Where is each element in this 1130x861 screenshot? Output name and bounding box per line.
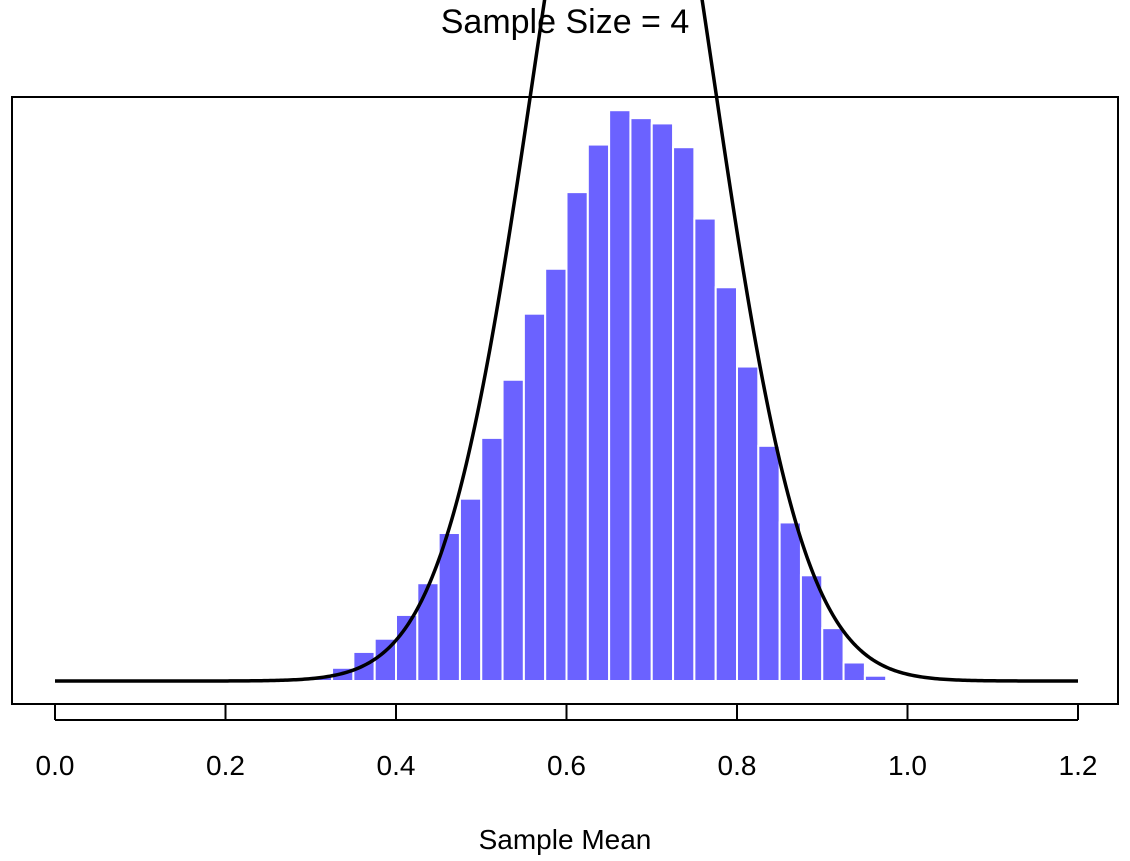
x-tick-label: 0.4 <box>377 750 416 781</box>
histogram-bar <box>736 365 760 682</box>
histogram-bar <box>821 627 845 682</box>
x-tick-label: 0.0 <box>36 750 75 781</box>
histogram-bar <box>672 146 696 683</box>
x-axis-label: Sample Mean <box>479 824 652 855</box>
histogram-bar <box>522 312 547 682</box>
histogram-bar <box>757 444 781 682</box>
histogram-bar <box>778 521 802 682</box>
histogram-bar <box>586 143 611 682</box>
histogram-bar <box>714 286 738 682</box>
histogram-bar <box>544 267 568 682</box>
x-tick-label: 1.2 <box>1059 750 1098 781</box>
histogram-bar <box>565 191 589 682</box>
x-tick-label: 0.2 <box>206 750 245 781</box>
x-tick-label: 0.8 <box>718 750 757 781</box>
histogram-bar <box>863 674 888 682</box>
histogram-bars <box>309 109 888 683</box>
normal-density-curve <box>55 0 1078 683</box>
chart-title: Sample Size = 4 <box>441 3 690 41</box>
histogram-bar <box>480 436 504 682</box>
histogram-bar <box>416 582 440 683</box>
histogram-bar <box>629 117 653 683</box>
plot-frame <box>11 96 1119 705</box>
histogram-bar <box>650 122 675 682</box>
x-tick-label: 1.0 <box>888 750 927 781</box>
histogram-bar <box>842 661 866 682</box>
x-tick-label: 0.6 <box>547 750 586 781</box>
histogram-bar <box>693 217 717 683</box>
histogram-bar <box>608 109 632 683</box>
x-axis: 0.0 0.2 0.4 0.6 0.8 1.0 1.2 <box>36 704 1098 781</box>
histogram-bar <box>458 497 483 682</box>
histogram-bar <box>501 378 525 682</box>
